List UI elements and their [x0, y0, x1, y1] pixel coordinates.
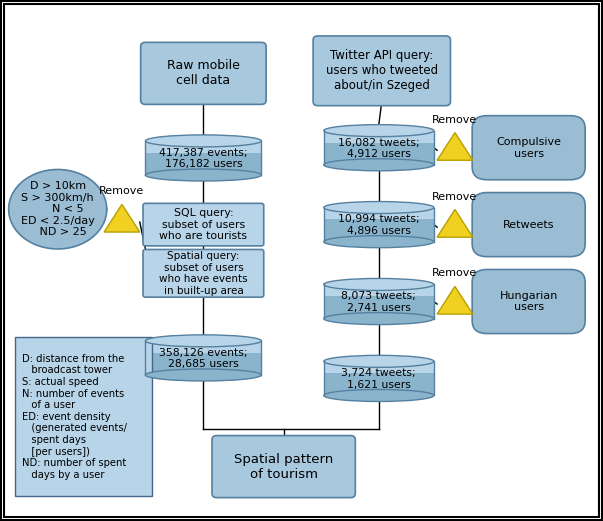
Text: 8,073 tweets;
2,741 users: 8,073 tweets; 2,741 users [341, 291, 416, 313]
Ellipse shape [324, 235, 434, 247]
Text: Twitter API query:
users who tweeted
about/in Szeged: Twitter API query: users who tweeted abo… [326, 49, 438, 92]
FancyBboxPatch shape [472, 269, 585, 333]
Polygon shape [437, 287, 473, 314]
Text: Remove: Remove [432, 268, 478, 278]
Text: Compulsive
users: Compulsive users [496, 137, 561, 158]
Bar [324, 362, 434, 373]
Bar [145, 341, 261, 375]
Text: 10,994 tweets;
4,896 users: 10,994 tweets; 4,896 users [338, 215, 420, 236]
FancyBboxPatch shape [313, 36, 450, 106]
Ellipse shape [324, 125, 434, 137]
Bar [324, 362, 434, 395]
Ellipse shape [324, 313, 434, 325]
Bar [324, 207, 434, 242]
FancyBboxPatch shape [472, 116, 585, 180]
Bar [145, 141, 261, 175]
Ellipse shape [324, 390, 434, 402]
Bar [324, 131, 434, 165]
FancyBboxPatch shape [143, 203, 264, 246]
Bar [15, 338, 151, 497]
Polygon shape [437, 132, 473, 160]
Bar [324, 284, 434, 318]
Polygon shape [104, 204, 140, 232]
Bar [324, 207, 434, 219]
Text: 417,387 events;
176,182 users: 417,387 events; 176,182 users [159, 148, 248, 169]
Ellipse shape [8, 169, 107, 249]
Text: Remove: Remove [99, 187, 145, 196]
Text: 358,126 events;
28,685 users: 358,126 events; 28,685 users [159, 348, 248, 369]
Text: Hungarian
users: Hungarian users [499, 291, 558, 312]
Text: 3,724 tweets;
1,621 users: 3,724 tweets; 1,621 users [341, 368, 416, 390]
Text: Retweets: Retweets [503, 220, 554, 230]
Bar [324, 131, 434, 143]
Ellipse shape [324, 355, 434, 367]
Bar [324, 284, 434, 296]
Ellipse shape [145, 169, 261, 181]
Text: D > 10km
S > 300km/h
      N < 5
ED < 2.5/day
   ND > 25: D > 10km S > 300km/h N < 5 ED < 2.5/day … [21, 181, 95, 238]
Text: Remove: Remove [432, 192, 478, 202]
Polygon shape [437, 209, 473, 237]
Ellipse shape [145, 135, 261, 147]
Bar [145, 341, 261, 353]
FancyBboxPatch shape [140, 42, 266, 104]
Text: Raw mobile
cell data: Raw mobile cell data [167, 59, 240, 88]
Bar [145, 141, 261, 153]
Ellipse shape [145, 369, 261, 381]
FancyBboxPatch shape [143, 250, 264, 297]
FancyBboxPatch shape [212, 436, 355, 498]
Text: Remove: Remove [432, 115, 478, 125]
Text: Spatial query:
subset of users
who have events
in built-up area: Spatial query: subset of users who have … [159, 251, 248, 296]
Ellipse shape [145, 335, 261, 347]
Text: 16,082 tweets;
4,912 users: 16,082 tweets; 4,912 users [338, 138, 420, 159]
FancyBboxPatch shape [472, 193, 585, 257]
Text: Spatial pattern
of tourism: Spatial pattern of tourism [234, 453, 333, 480]
Text: SQL query:
subset of users
who are tourists: SQL query: subset of users who are touri… [159, 208, 247, 241]
Text: D: distance from the
   broadcast tower
S: actual speed
N: number of events
   o: D: distance from the broadcast tower S: … [22, 354, 127, 480]
Ellipse shape [324, 278, 434, 290]
Ellipse shape [324, 202, 434, 214]
Ellipse shape [324, 159, 434, 171]
